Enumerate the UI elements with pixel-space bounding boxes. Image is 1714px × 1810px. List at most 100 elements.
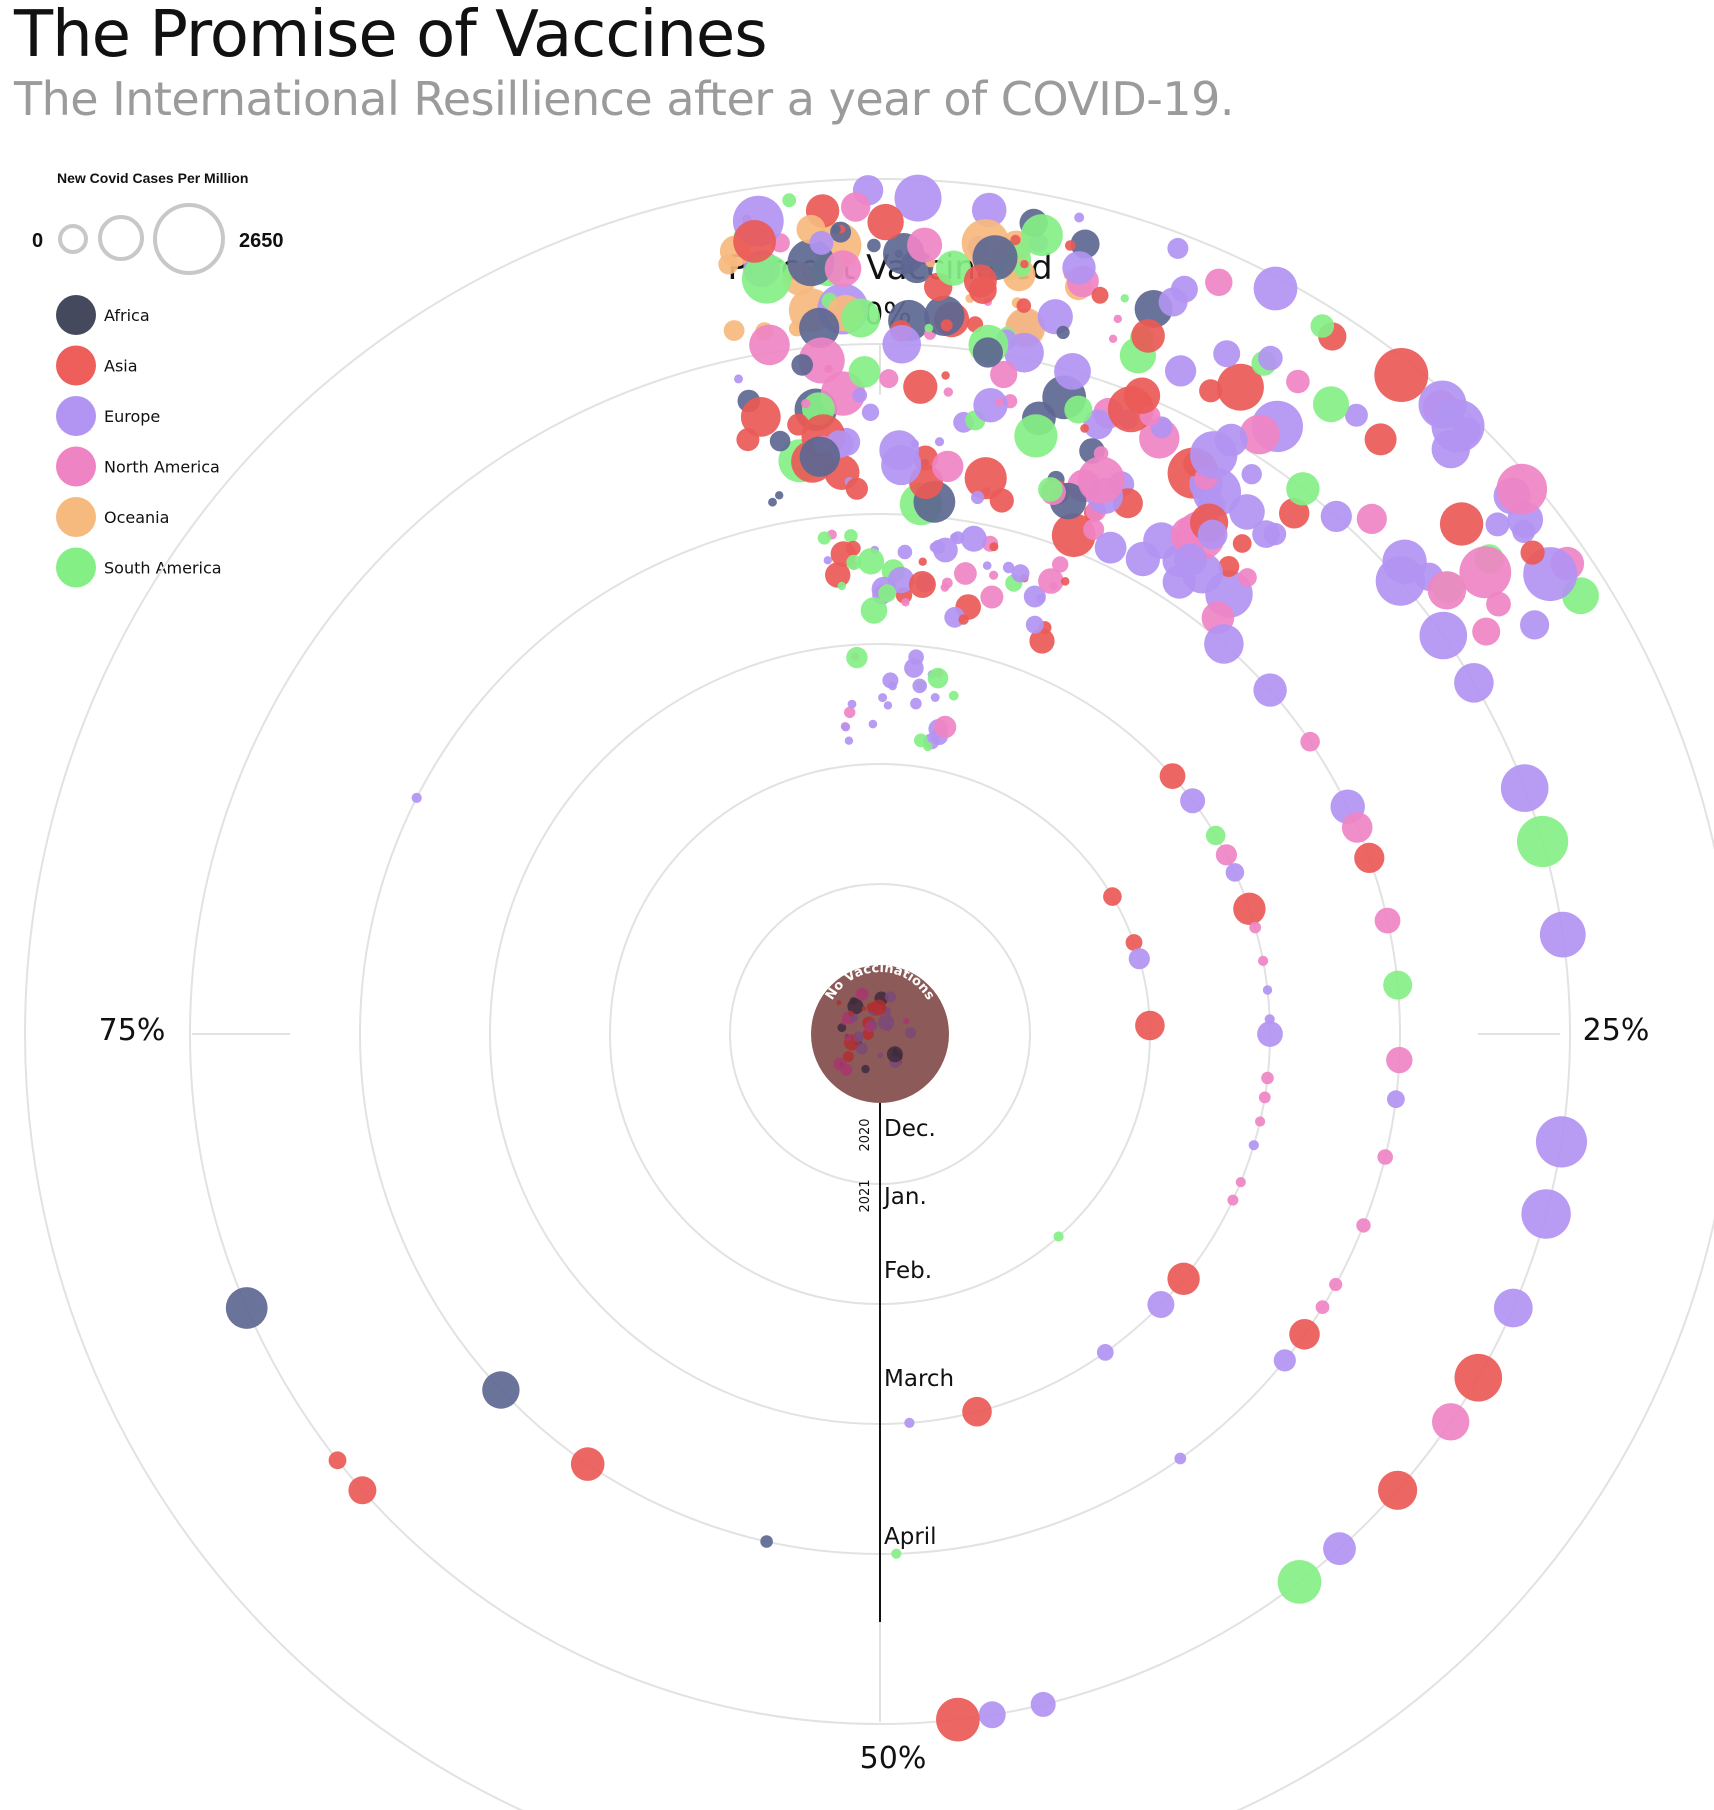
data-bubble	[1459, 546, 1512, 599]
data-bubble	[1300, 731, 1320, 752]
data-bubble	[841, 722, 851, 732]
data-bubble	[844, 736, 854, 745]
data-bubble	[940, 319, 953, 332]
data-bubble	[882, 672, 899, 689]
legend-label: Oceania	[104, 508, 169, 527]
data-bubble	[817, 531, 831, 545]
data-bubble	[963, 264, 997, 298]
data-bubble	[1356, 1218, 1371, 1233]
center-bubble	[848, 1010, 854, 1017]
data-bubble	[1427, 571, 1467, 610]
data-bubble	[1016, 298, 1032, 313]
data-bubble	[940, 583, 950, 592]
size-legend-max-label: 2650	[239, 230, 284, 252]
angle-axis-lines	[192, 343, 1560, 1722]
data-bubble	[845, 540, 861, 556]
data-bubble	[1054, 353, 1091, 390]
data-bubble	[1025, 615, 1044, 634]
data-bubble	[972, 337, 1004, 368]
center-bubble	[844, 1034, 852, 1042]
data-bubble	[844, 706, 856, 719]
data-bubble	[1255, 1116, 1266, 1127]
legend-label: North America	[104, 458, 220, 477]
data-bubble	[768, 497, 777, 507]
data-bubble	[482, 1371, 520, 1409]
data-bubble	[1386, 1046, 1413, 1074]
angle-tick-label: 75%	[99, 1013, 166, 1048]
data-bubble	[1235, 1177, 1246, 1188]
data-bubble	[328, 1451, 347, 1470]
data-bubble	[1258, 1091, 1271, 1104]
legend-label: Asia	[104, 357, 138, 376]
page-title: The Promise of Vaccines	[14, 0, 768, 72]
data-bubble	[1113, 314, 1123, 324]
data-bubble	[1238, 568, 1257, 587]
data-bubble	[903, 369, 938, 404]
data-bubble	[1454, 1353, 1503, 1402]
center-bubble	[905, 1027, 916, 1039]
data-bubble	[1277, 1560, 1322, 1604]
data-bubble	[1056, 325, 1070, 339]
data-bubble	[791, 354, 813, 376]
data-bubble	[1052, 556, 1069, 573]
data-bubble	[936, 1697, 980, 1742]
data-bubble	[1131, 319, 1165, 353]
center-bubble	[833, 1057, 847, 1071]
data-bubble	[1125, 541, 1161, 577]
data-bubble	[1020, 214, 1063, 257]
data-bubble	[1434, 400, 1463, 428]
data-bubble	[775, 491, 784, 500]
data-bubble	[1215, 844, 1237, 866]
data-bubble	[846, 646, 868, 669]
data-bubble	[1123, 377, 1161, 414]
legend-swatch	[56, 547, 96, 588]
data-bubble	[1431, 429, 1471, 469]
data-bubble	[1197, 519, 1228, 550]
no-vaccinations-center: No Vaccinations	[811, 961, 949, 1103]
data-bubble	[1252, 520, 1280, 548]
data-bubble	[1520, 540, 1545, 565]
data-bubble	[1010, 234, 1021, 246]
data-bubble	[1074, 212, 1085, 223]
data-bubble	[1286, 369, 1310, 394]
data-bubble	[1257, 1021, 1283, 1047]
data-bubble	[1258, 345, 1283, 371]
size-legend-circle-small	[58, 224, 88, 254]
data-bubble	[1174, 543, 1207, 576]
data-bubble	[841, 298, 881, 338]
data-bubble	[1216, 363, 1264, 411]
data-bubble	[1147, 1291, 1175, 1318]
data-bubble	[1329, 1277, 1343, 1292]
data-bubble	[943, 387, 953, 397]
data-bubble	[1432, 1403, 1470, 1441]
data-bubble	[1387, 1090, 1405, 1109]
size-legend-title: New Covid Cases Per Million	[57, 170, 248, 186]
data-bubble	[1108, 334, 1118, 343]
data-bubble	[973, 388, 1008, 423]
data-bubble	[733, 220, 776, 263]
data-bubble	[935, 250, 972, 286]
data-bubble	[1232, 534, 1252, 553]
data-bubble	[1539, 911, 1586, 958]
center-bubble	[886, 1046, 903, 1063]
data-bubble	[933, 715, 957, 739]
legend-swatch	[56, 295, 96, 335]
data-bubble	[1103, 887, 1122, 906]
data-bubble	[1374, 907, 1401, 934]
center-bubble	[878, 1014, 895, 1031]
data-bubble	[825, 562, 851, 588]
data-bubble	[908, 571, 936, 598]
data-bubble	[868, 719, 878, 729]
data-bubble	[989, 570, 999, 580]
data-bubble	[1374, 348, 1429, 402]
legend-swatch	[56, 446, 96, 487]
data-bubble	[941, 371, 950, 380]
data-bubble	[1289, 1319, 1320, 1350]
data-bubble	[897, 544, 913, 560]
data-bubble	[1128, 948, 1150, 970]
angle-tick-label: 50%	[860, 1741, 927, 1776]
year-label: 2020	[858, 1118, 873, 1151]
data-bubble	[1199, 379, 1223, 403]
size-legend-circle-large	[153, 203, 225, 275]
